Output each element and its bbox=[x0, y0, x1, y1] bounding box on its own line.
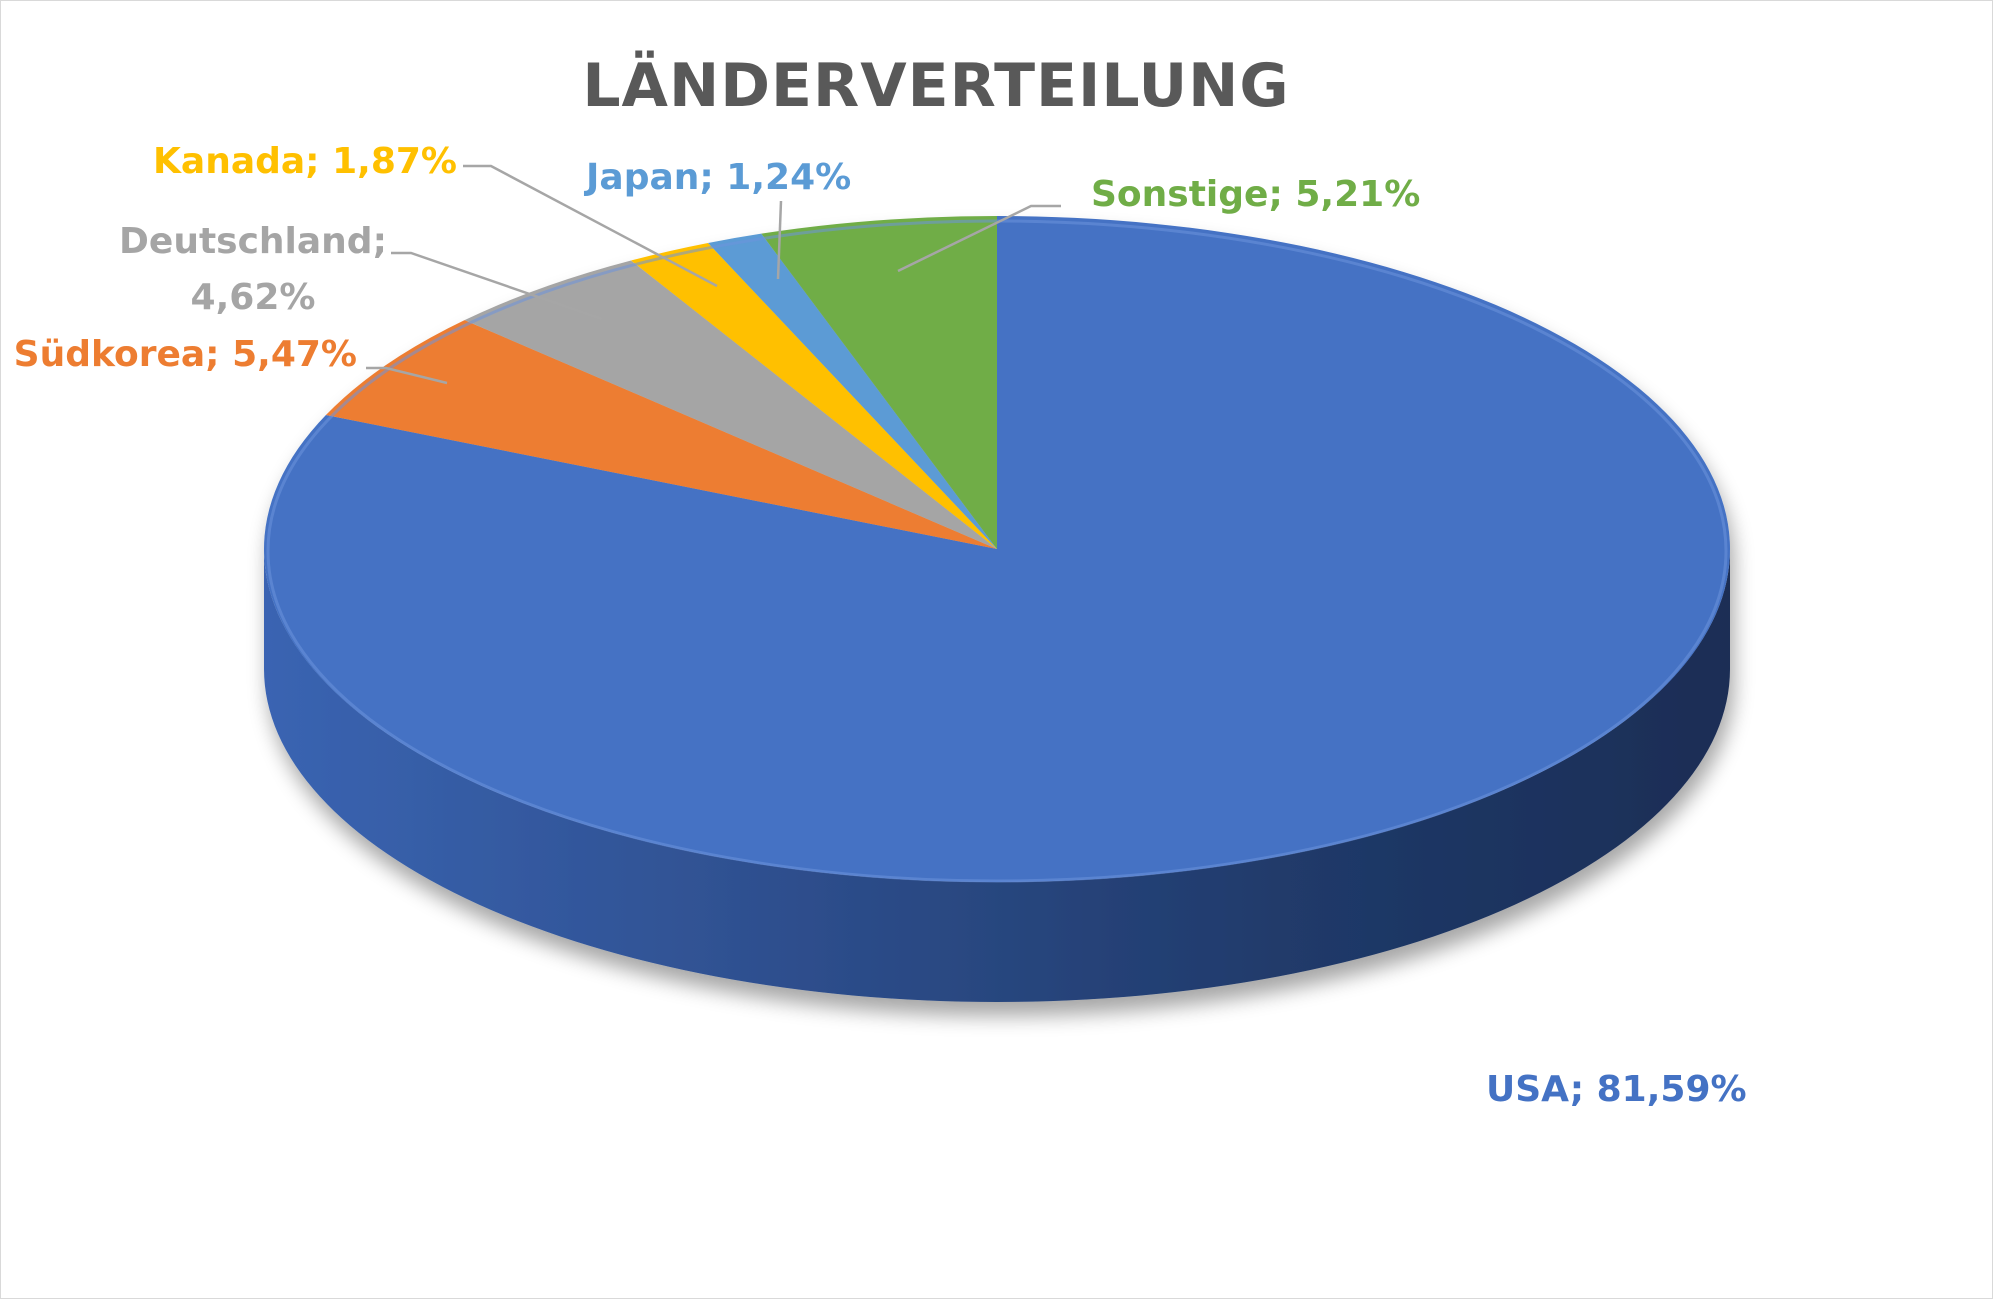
pie-slice-deutschland bbox=[464, 260, 997, 549]
leader-line-kanada bbox=[463, 164, 718, 288]
pie-rim-highlight bbox=[266, 219, 1728, 883]
data-label-sonstige: Sonstige; 5,21% bbox=[1091, 174, 1420, 215]
leader-line-deutschland bbox=[391, 251, 603, 321]
leader-line-suedkorea bbox=[366, 366, 448, 385]
data-label-kanada: Kanada; 1,87% bbox=[153, 141, 457, 182]
pie-slice-japan bbox=[708, 233, 997, 549]
data-label-deutschland-line2: 4,62% bbox=[191, 277, 316, 318]
pie-slice-usa bbox=[263, 216, 1730, 882]
pie-slice-kanada bbox=[631, 242, 997, 549]
leader-line-sonstige bbox=[897, 204, 1061, 273]
pie-slice-suedkorea bbox=[325, 320, 997, 549]
data-labels: USA; 81,59% Südkorea; 5,47% Deutschland;… bbox=[14, 141, 1747, 1110]
data-label-deutschland-line1: Deutschland; bbox=[119, 221, 387, 262]
pie-slices bbox=[263, 216, 1730, 882]
chart-title: LÄNDERVERTEILUNG bbox=[582, 49, 1289, 121]
data-label-suedkorea: Südkorea; 5,47% bbox=[14, 334, 357, 375]
data-label-japan: Japan; 1,24% bbox=[583, 157, 851, 198]
pie-slice-sonstige bbox=[761, 216, 997, 549]
leader-line-japan bbox=[776, 200, 783, 280]
pie-body bbox=[263, 216, 1730, 1002]
data-label-usa: USA; 81,59% bbox=[1486, 1069, 1747, 1110]
leader-lines bbox=[366, 164, 1061, 385]
pie-side-wall bbox=[264, 549, 1730, 1002]
